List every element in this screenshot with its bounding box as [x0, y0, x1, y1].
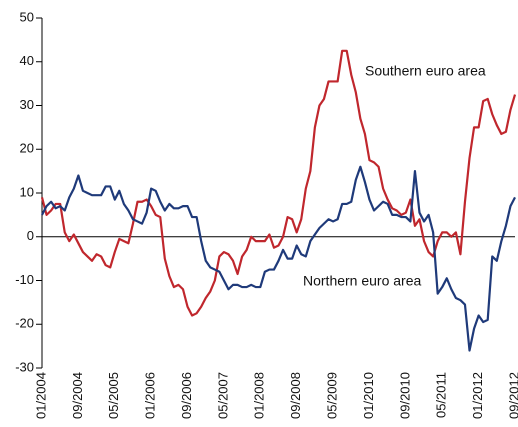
- x-tick-label: 09/2010: [397, 372, 412, 419]
- x-tick-label: 05/2007: [215, 372, 230, 419]
- y-tick-label: 10: [20, 184, 34, 199]
- x-tick-label: 01/2010: [361, 372, 376, 419]
- x-tick-label: 01/2008: [252, 372, 267, 419]
- x-tick-label: 05/2005: [106, 372, 121, 419]
- y-tick-label: -30: [15, 359, 34, 374]
- x-tick-label: 09/2004: [70, 372, 85, 419]
- y-tick-label: -10: [15, 272, 34, 287]
- x-tick-label: 09/2008: [288, 372, 303, 419]
- series-line: [41, 165, 516, 352]
- x-tick-label: 01/2004: [33, 372, 48, 419]
- series-line: [40, 49, 517, 317]
- y-tick-label: 30: [20, 97, 34, 112]
- x-tick-label: 05/2009: [325, 372, 340, 419]
- x-tick-label: 01/2012: [470, 372, 485, 419]
- x-tick-label: 05/2011: [434, 372, 449, 418]
- x-tick-label: 01/2006: [143, 372, 158, 419]
- y-tick-label: 0: [27, 228, 34, 243]
- y-tick-label: -20: [15, 316, 34, 331]
- y-tick-label: 50: [20, 9, 34, 24]
- series-label: Southern euro area: [365, 63, 486, 79]
- series-label: Northern euro area: [303, 273, 422, 289]
- y-tick-label: 40: [20, 53, 34, 68]
- x-tick-label: 09/2012: [506, 372, 518, 419]
- x-tick-label: 09/2006: [179, 372, 194, 419]
- y-tick-label: 20: [20, 141, 34, 156]
